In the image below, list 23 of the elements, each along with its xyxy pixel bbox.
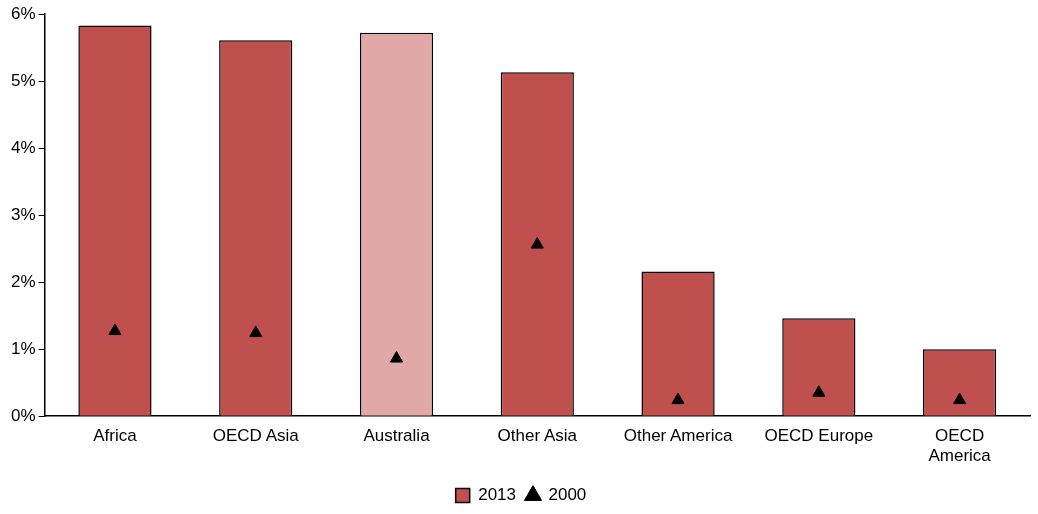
point (953, 392, 967, 405)
x-tick-label: OECD Europe (764, 426, 874, 446)
y-tick-label: 2% (10, 271, 36, 291)
y-tick-label: 5% (10, 70, 36, 90)
x-tick-label: Africa (93, 426, 138, 446)
legend-label: 2013 (478, 485, 517, 505)
y-tick-label: 6% (10, 3, 36, 23)
point (108, 323, 122, 336)
point (812, 385, 826, 397)
x-tick-label: Other Asia (497, 426, 578, 446)
y-tick-label: 3% (10, 204, 36, 224)
point (249, 325, 263, 338)
x-tick-label: Other America (623, 426, 733, 446)
point (671, 392, 685, 405)
y-tick-label: 0% (10, 405, 36, 425)
point (530, 237, 544, 249)
x-tick-label: OECD Asia (212, 426, 300, 446)
y-tick-label: 1% (10, 338, 36, 358)
legend-label: 2000 (548, 485, 587, 505)
x-tick-label: OECD America (928, 426, 992, 466)
y-tick-label: 4% (10, 137, 36, 157)
x-tick-label: Australia (363, 426, 431, 446)
point (389, 351, 404, 363)
